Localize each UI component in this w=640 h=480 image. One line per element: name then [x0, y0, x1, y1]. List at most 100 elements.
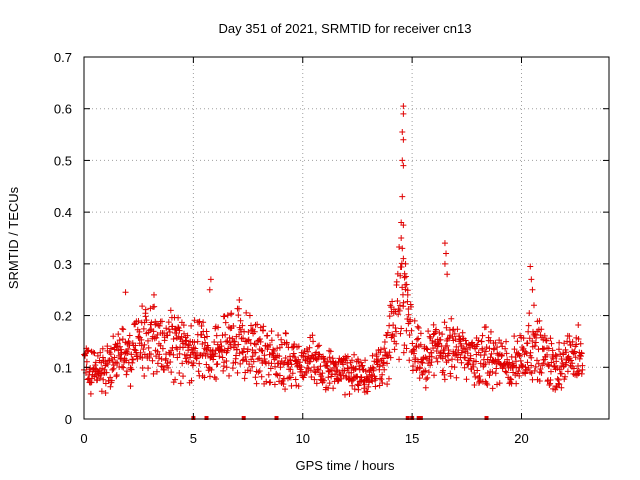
data-point: [170, 351, 177, 358]
data-point: [98, 370, 105, 377]
data-point: [386, 313, 393, 320]
data-point: [494, 381, 501, 388]
data-point: [554, 375, 561, 382]
grid-lines: [84, 57, 609, 419]
data-point: [528, 354, 535, 361]
data-point: [225, 345, 232, 352]
data-point: [396, 356, 403, 363]
data-point: [140, 325, 147, 332]
data-point: [393, 340, 400, 347]
data-point: [476, 373, 483, 380]
data-point: [416, 375, 423, 382]
data-point: [326, 354, 333, 361]
data-point: [372, 377, 379, 384]
data-point: [177, 380, 184, 387]
data-point: [141, 373, 148, 380]
data-point: [571, 348, 578, 355]
data-point: [531, 342, 538, 349]
data-point: [536, 317, 543, 324]
data-point: [568, 357, 575, 364]
data-point: [430, 321, 437, 328]
data-point: [422, 367, 429, 374]
data-point: [341, 367, 348, 374]
data-point: [514, 338, 521, 345]
data-point: [333, 368, 340, 375]
data-point: [114, 340, 121, 347]
data-point: [119, 325, 126, 332]
data-point: [249, 353, 256, 360]
data-point: [399, 128, 406, 135]
data-point: [175, 314, 182, 321]
data-point: [351, 351, 358, 358]
data-point: [529, 337, 536, 344]
zero-point: [418, 416, 423, 420]
data-point: [289, 370, 296, 377]
data-point: [267, 365, 274, 372]
data-point: [555, 346, 562, 353]
data-point: [399, 193, 406, 200]
data-point: [248, 327, 255, 334]
data-points: [81, 103, 586, 420]
data-point: [83, 358, 90, 365]
data-point: [377, 375, 384, 382]
data-point: [262, 358, 269, 365]
data-point: [243, 309, 250, 316]
data-point: [311, 376, 318, 383]
data-point: [185, 342, 192, 349]
data-point: [437, 336, 444, 343]
data-point: [325, 385, 332, 392]
data-point: [316, 342, 323, 349]
data-point: [467, 355, 474, 362]
data-point: [319, 370, 326, 377]
data-point: [394, 298, 401, 305]
data-point: [482, 348, 489, 355]
data-point: [239, 348, 246, 355]
data-point: [250, 358, 257, 365]
data-point: [404, 315, 411, 322]
data-point: [139, 303, 146, 310]
data-point: [488, 350, 495, 357]
data-point: [358, 359, 365, 366]
data-point: [404, 291, 411, 298]
data-point: [159, 363, 166, 370]
data-point: [393, 328, 400, 335]
data-point: [200, 319, 207, 326]
data-point: [220, 367, 227, 374]
data-point: [239, 357, 246, 364]
y-tick-label: 0.7: [54, 50, 72, 65]
data-point: [545, 345, 552, 352]
data-point: [282, 355, 289, 362]
data-point: [493, 365, 500, 372]
data-point: [425, 369, 432, 376]
data-point: [166, 328, 173, 335]
data-point: [175, 325, 182, 332]
data-point: [487, 328, 494, 335]
data-point: [408, 327, 415, 334]
data-point: [482, 361, 489, 368]
data-point: [575, 336, 582, 343]
y-tick-label: 0: [65, 412, 72, 427]
data-point: [541, 332, 548, 339]
data-point: [436, 329, 443, 336]
data-point: [391, 333, 398, 340]
data-point: [107, 345, 114, 352]
y-axis-label: SRMTID / TECUs: [6, 186, 21, 289]
data-point: [251, 340, 258, 347]
data-point: [151, 291, 157, 298]
data-point: [309, 332, 316, 339]
data-point: [555, 377, 562, 384]
data-point: [109, 366, 116, 373]
data-point: [494, 344, 501, 351]
data-point: [165, 319, 172, 326]
data-point: [472, 358, 479, 365]
data-point: [143, 317, 150, 324]
data-point: [153, 334, 160, 341]
data-point: [140, 346, 147, 353]
data-point: [284, 375, 291, 382]
data-point: [128, 351, 135, 358]
data-point: [285, 360, 292, 367]
data-point: [528, 276, 535, 283]
data-point: [546, 381, 553, 388]
data-point: [290, 350, 297, 357]
data-point: [235, 341, 242, 348]
